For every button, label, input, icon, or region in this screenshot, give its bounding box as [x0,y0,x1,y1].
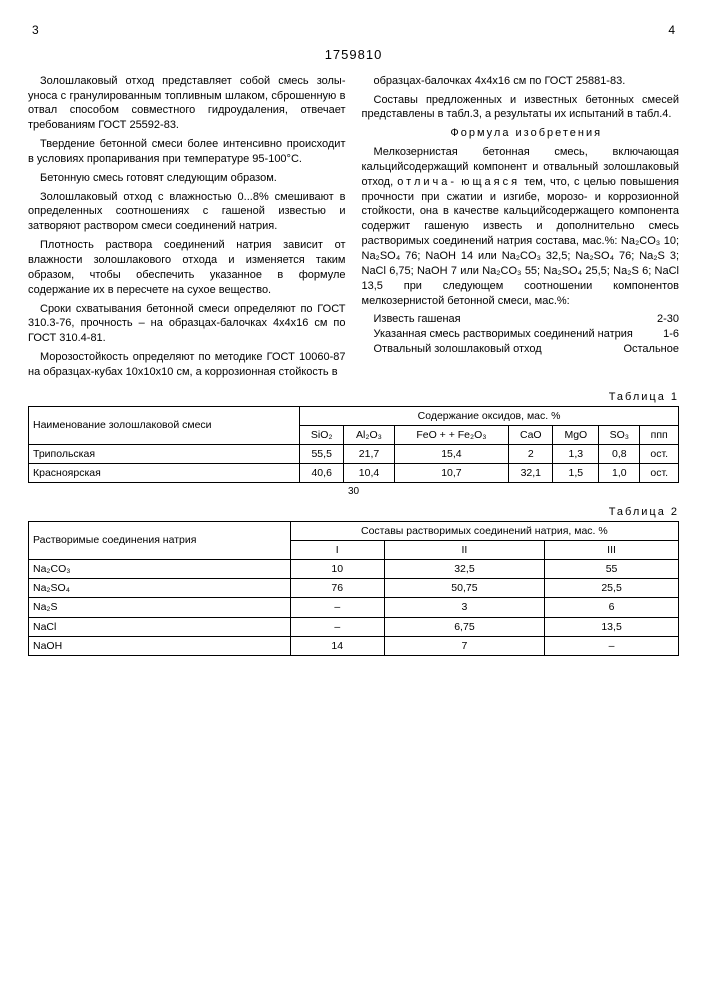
table-1: Наименование золошлаковой смеси Содержан… [28,406,679,484]
para: Сроки схватывания бетонной смеси определ… [28,302,346,347]
table2-header-main: Составы растворимых соединений натрия, м… [290,521,678,540]
para: Мелкозернистая бетонная смесь, включающа… [362,145,680,308]
table-row: Na₂CO₃ 10 32,5 55 [29,559,679,578]
para: Составы предложенных и известных бетонны… [362,93,680,123]
table2-label: Таблица 2 [28,505,679,520]
table1-header-main: Содержание оксидов, мас. % [300,406,679,425]
formula-title: Формула изобретения [362,126,680,141]
para: Золошлаковый отход представляет собой см… [28,74,346,133]
page-left-num: 3 [32,22,39,38]
table1-label: Таблица 1 [28,390,679,405]
comp-row: Известь гашеная 2-30 [362,312,680,327]
page-right-num: 4 [668,22,675,38]
table-row: Красноярская 40,6 10,4 10,7 32,1 1,5 1,0… [29,464,679,483]
para: Твердение бетонной смеси более интенсивн… [28,137,346,167]
table1-header-left: Наименование золошлаковой смеси [29,406,300,444]
table-row: Na₂SO₄ 76 50,75 25,5 [29,579,679,598]
body-columns: Золошлаковый отход представляет собой см… [28,74,679,384]
table2-header-left: Растворимые соединения натрия [29,521,291,559]
line-30: 30 [28,485,679,499]
table-row: NaOH 14 7 – [29,636,679,655]
para: Морозостойкость определяют по методике Г… [28,350,346,380]
table-2: Растворимые соединения натрия Составы ра… [28,521,679,656]
composition-list: Известь гашеная 2-30 Указанная смесь рас… [362,312,680,357]
para: образцах-балочках 4х4х16 см по ГОСТ 2588… [362,74,680,89]
para: Бетонную смесь готовят следующим образом… [28,171,346,186]
comp-row: Отвальный золошлаковый отход Остальное [362,342,680,357]
comp-row: Указанная смесь растворимых соединений н… [362,327,680,342]
para: Золошлаковый отход с влажностью 0...8% с… [28,190,346,235]
patent-number: 1759810 [28,46,679,64]
right-column: образцах-балочках 4х4х16 см по ГОСТ 2588… [362,74,680,384]
table-row: NaCl – 6,75 13,5 [29,617,679,636]
table-row: Na₂S – 3 6 [29,598,679,617]
para: Плотность раствора соединений натрия зав… [28,238,346,297]
table-row: Трипольская 55,5 21,7 15,4 2 1,3 0,8 ост… [29,444,679,463]
left-column: Золошлаковый отход представляет собой см… [28,74,346,384]
page-header: 3 4 [28,22,679,38]
